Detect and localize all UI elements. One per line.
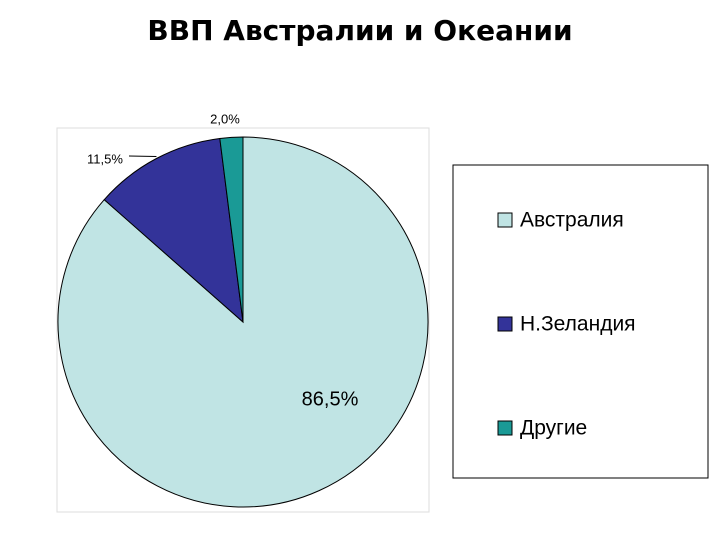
leader-line — [128, 155, 157, 158]
legend-swatch — [497, 316, 513, 332]
data-label: 11,5% — [87, 151, 123, 166]
plot-area — [56, 127, 430, 513]
legend-label: Другие — [520, 417, 587, 440]
legend-swatch — [497, 420, 513, 436]
legend-swatch — [497, 212, 513, 228]
legend-box — [452, 164, 709, 479]
data-label: 2,0% — [210, 111, 240, 126]
pie-slice — [57, 136, 429, 508]
data-label: 86,5% — [302, 388, 359, 410]
pie-slice — [219, 136, 244, 323]
chart-title: ВВП Австралии и Океании — [147, 14, 572, 47]
legend-label: Н.Зеландия — [520, 313, 636, 336]
legend-label: Австралия — [520, 209, 624, 232]
pie-slice — [103, 137, 244, 324]
